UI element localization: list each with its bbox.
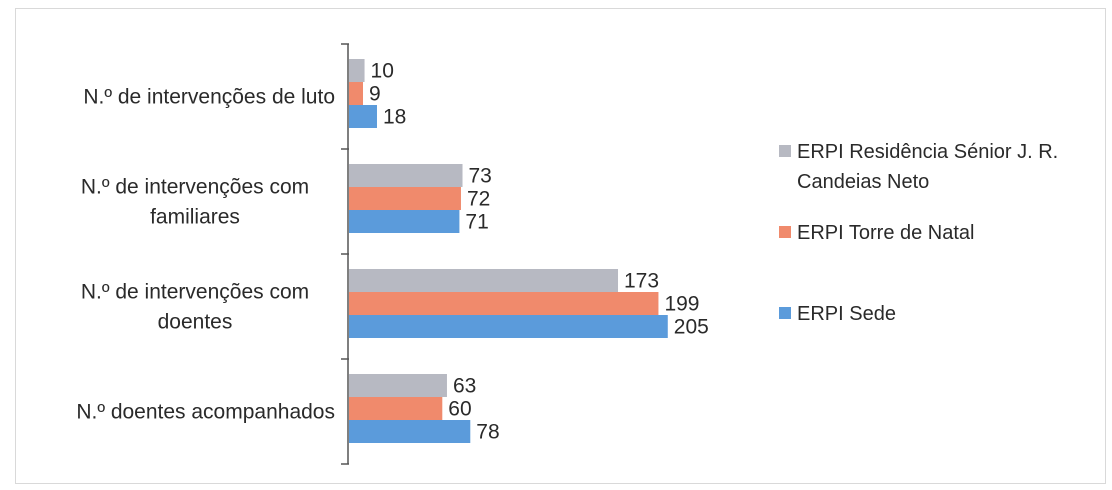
bar-3-1 <box>349 269 619 292</box>
value-label: 73 <box>469 165 492 188</box>
value-label: 173 <box>624 270 659 293</box>
value-label: 18 <box>383 106 406 129</box>
category-label: N.º doentes acompanhados <box>76 401 335 424</box>
value-label: 60 <box>448 398 471 421</box>
bar-1-2 <box>349 82 363 105</box>
legend-label: ERPI Residência Sénior J. R. <box>797 141 1058 163</box>
category-labels: N.º de intervenções de luto N.º de interv… <box>76 86 335 424</box>
bar-4-2 <box>349 397 443 420</box>
value-label: 205 <box>674 316 709 339</box>
bar-1-1 <box>349 59 365 82</box>
value-label: 78 <box>476 421 499 444</box>
legend-swatch <box>779 307 791 319</box>
legend: ERPI Residência Sénior J. R. Candeias Net… <box>779 141 1058 325</box>
bar-1-3 <box>349 105 377 128</box>
bar-4-3 <box>349 420 471 443</box>
legend-swatch <box>779 226 791 238</box>
value-label: 72 <box>467 188 490 211</box>
bars <box>349 59 668 443</box>
value-label: 63 <box>453 375 476 398</box>
category-label: N.º de intervenções de luto <box>83 86 335 109</box>
bar-2-2 <box>349 187 461 210</box>
value-label: 71 <box>465 211 488 234</box>
category-label: familiares <box>150 206 240 229</box>
legend-label: ERPI Sede <box>797 303 896 325</box>
bar-4-1 <box>349 374 447 397</box>
bar-2-3 <box>349 210 460 233</box>
legend-label: Candeias Neto <box>797 171 929 193</box>
value-label: 9 <box>369 83 381 106</box>
legend-swatch <box>779 145 791 157</box>
axis-ticks <box>341 43 349 465</box>
bar-3-3 <box>349 315 668 338</box>
category-label: N.º de intervenções com <box>81 176 309 199</box>
value-label: 199 <box>664 293 699 316</box>
category-label: N.º de intervenções com <box>81 281 309 304</box>
chart-border <box>15 8 1106 484</box>
legend-label: ERPI Torre de Natal <box>797 222 975 244</box>
category-label: doentes <box>158 311 233 334</box>
bar-2-1 <box>349 164 463 187</box>
bar-3-2 <box>349 292 659 315</box>
value-label: 10 <box>371 60 394 83</box>
